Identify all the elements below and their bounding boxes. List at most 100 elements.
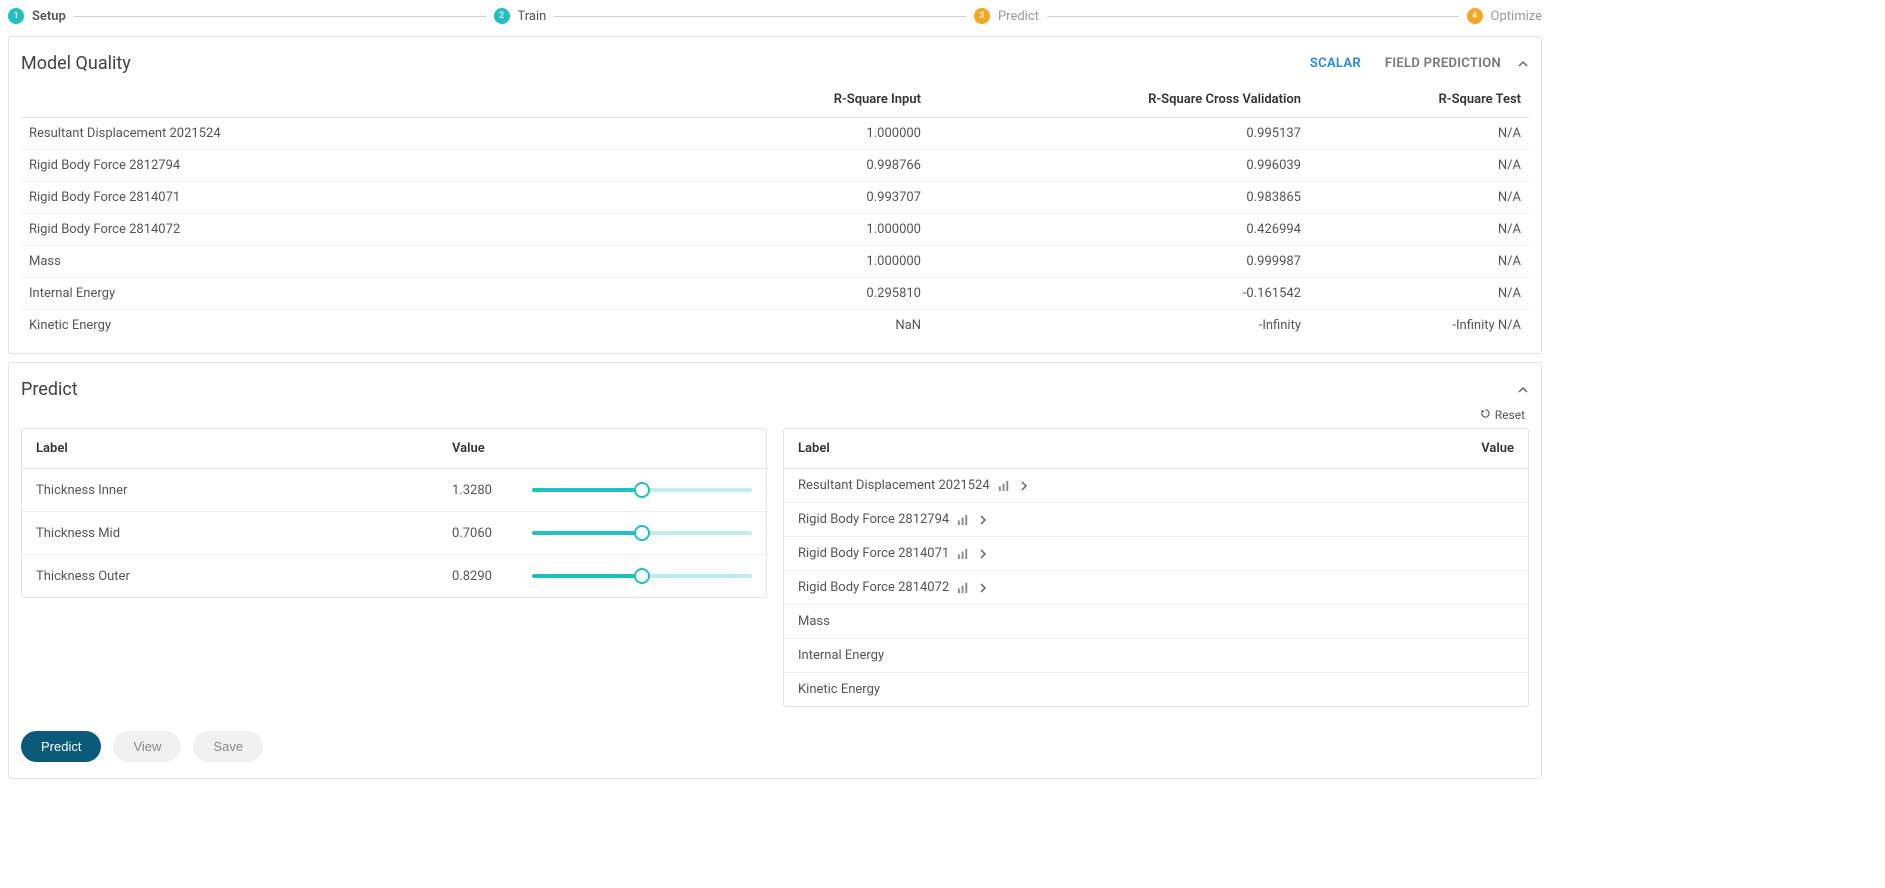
predict-panel: Predict Reset Label Value Thickness Inne…: [8, 362, 1542, 779]
list-item[interactable]: Resultant Displacement 2021524: [784, 469, 1528, 503]
output-label: Kinetic Energy: [798, 682, 1434, 697]
step-predict[interactable]: 3Predict: [974, 8, 1039, 24]
cell: Rigid Body Force 2814072: [29, 222, 761, 237]
cell: 0.999987: [921, 254, 1301, 269]
cell: N/A: [1301, 254, 1521, 269]
cell: Rigid Body Force 2814071: [29, 190, 761, 205]
chevron-right-icon[interactable]: [978, 549, 988, 559]
cell: 0.995137: [921, 126, 1301, 141]
step-badge: 4: [1467, 8, 1483, 24]
table-row: Internal Energy0.295810-0.161542N/A: [21, 278, 1529, 310]
list-item[interactable]: Internal Energy: [784, 639, 1528, 673]
cell: N/A: [1301, 158, 1521, 173]
predict-inputs-table: Label Value Thickness Inner1.3280Thickne…: [21, 428, 767, 598]
chevron-right-icon[interactable]: [978, 515, 988, 525]
list-item: Thickness Outer0.8290: [22, 555, 766, 597]
chart-icon[interactable]: [998, 479, 1011, 492]
slider[interactable]: [532, 481, 752, 499]
col-r2-test: R-Square Test: [1301, 92, 1521, 107]
predict-button[interactable]: Predict: [21, 731, 101, 762]
chart-icon[interactable]: [957, 581, 970, 594]
cell: 0.996039: [921, 158, 1301, 173]
input-label: Thickness Inner: [36, 483, 452, 498]
cell: 0.295810: [761, 286, 921, 301]
table-row: Resultant Displacement 20215241.0000000.…: [21, 118, 1529, 150]
chart-icon[interactable]: [957, 547, 970, 560]
reset-icon: [1480, 408, 1491, 422]
cell: N/A: [1301, 222, 1521, 237]
cell: 0.426994: [921, 222, 1301, 237]
reset-button[interactable]: Reset: [1480, 408, 1525, 422]
chevron-right-icon[interactable]: [1019, 481, 1029, 491]
cell: 1.000000: [761, 222, 921, 237]
col-r2-input: R-Square Input: [761, 92, 921, 107]
step-connector: [1047, 16, 1459, 17]
chevron-up-icon[interactable]: [1517, 58, 1529, 70]
list-item[interactable]: Rigid Body Force 2812794: [784, 503, 1528, 537]
list-item[interactable]: Rigid Body Force 2814071: [784, 537, 1528, 571]
slider[interactable]: [532, 524, 752, 542]
step-badge: 3: [974, 8, 990, 24]
output-label: Rigid Body Force 2812794: [798, 512, 1434, 527]
step-label: Setup: [32, 9, 66, 24]
cell: Rigid Body Force 2812794: [29, 158, 761, 173]
step-badge: 2: [494, 8, 510, 24]
cell: 0.993707: [761, 190, 921, 205]
cell: 1.000000: [761, 254, 921, 269]
output-label: Rigid Body Force 2814072: [798, 580, 1434, 595]
chart-icon[interactable]: [957, 513, 970, 526]
slider-thumb[interactable]: [634, 482, 650, 498]
output-label: Resultant Displacement 2021524: [798, 478, 1434, 493]
chevron-right-icon[interactable]: [978, 583, 988, 593]
list-item: Thickness Mid0.7060: [22, 512, 766, 555]
save-button[interactable]: Save: [193, 731, 263, 762]
slider-thumb[interactable]: [634, 568, 650, 584]
stepper: 1 Setup 2 Train 3Predict 4Optimize: [0, 4, 1550, 28]
slider[interactable]: [532, 567, 752, 585]
step-connector: [74, 16, 486, 17]
cell: -0.161542: [921, 286, 1301, 301]
input-label: Thickness Mid: [36, 526, 452, 541]
cell: 1.000000: [761, 126, 921, 141]
step-train[interactable]: 2 Train: [494, 8, 547, 24]
view-button[interactable]: View: [113, 731, 181, 762]
output-label: Internal Energy: [798, 648, 1434, 663]
cell: -Infinity: [921, 318, 1301, 333]
cell: Kinetic Energy: [29, 318, 761, 333]
step-optimize[interactable]: 4Optimize: [1467, 8, 1542, 24]
step-connector: [554, 16, 966, 17]
cell: Resultant Displacement 2021524: [29, 126, 761, 141]
cell: N/A: [1301, 190, 1521, 205]
slider-thumb[interactable]: [634, 525, 650, 541]
input-value: 0.8290: [452, 569, 532, 584]
table-row: Rigid Body Force 28140721.0000000.426994…: [21, 214, 1529, 246]
output-label: Rigid Body Force 2814071: [798, 546, 1434, 561]
table-row: Kinetic EnergyNaN-Infinity-Infinity N/A: [21, 310, 1529, 341]
table-row: Rigid Body Force 28127940.9987660.996039…: [21, 150, 1529, 182]
list-item[interactable]: Mass: [784, 605, 1528, 639]
col-label: Label: [36, 441, 452, 456]
table-row: Mass1.0000000.999987N/A: [21, 246, 1529, 278]
list-item[interactable]: Kinetic Energy: [784, 673, 1528, 706]
col-r2-cv: R-Square Cross Validation: [921, 92, 1301, 107]
quality-tabs: SCALAR FIELD PREDICTION: [1310, 56, 1501, 71]
predict-title: Predict: [21, 379, 1517, 400]
step-label: Train: [518, 9, 547, 24]
step-badge: 1: [8, 8, 24, 24]
chevron-up-icon[interactable]: [1517, 384, 1529, 396]
cell: NaN: [761, 318, 921, 333]
cell: Internal Energy: [29, 286, 761, 301]
input-label: Thickness Outer: [36, 569, 452, 584]
tab-scalar[interactable]: SCALAR: [1310, 56, 1361, 71]
cell: 0.998766: [761, 158, 921, 173]
table-row: Rigid Body Force 28140710.9937070.983865…: [21, 182, 1529, 214]
model-quality-panel: Model Quality SCALAR FIELD PREDICTION R-…: [8, 36, 1542, 354]
cell: N/A: [1301, 286, 1521, 301]
cell: -Infinity N/A: [1301, 318, 1521, 333]
col-value: Value: [452, 441, 532, 456]
step-setup[interactable]: 1 Setup: [8, 8, 66, 24]
list-item: Thickness Inner1.3280: [22, 469, 766, 512]
list-item[interactable]: Rigid Body Force 2814072: [784, 571, 1528, 605]
tab-field-prediction[interactable]: FIELD PREDICTION: [1385, 56, 1501, 71]
predict-outputs-table: Label Value Resultant Displacement 20215…: [783, 428, 1529, 707]
